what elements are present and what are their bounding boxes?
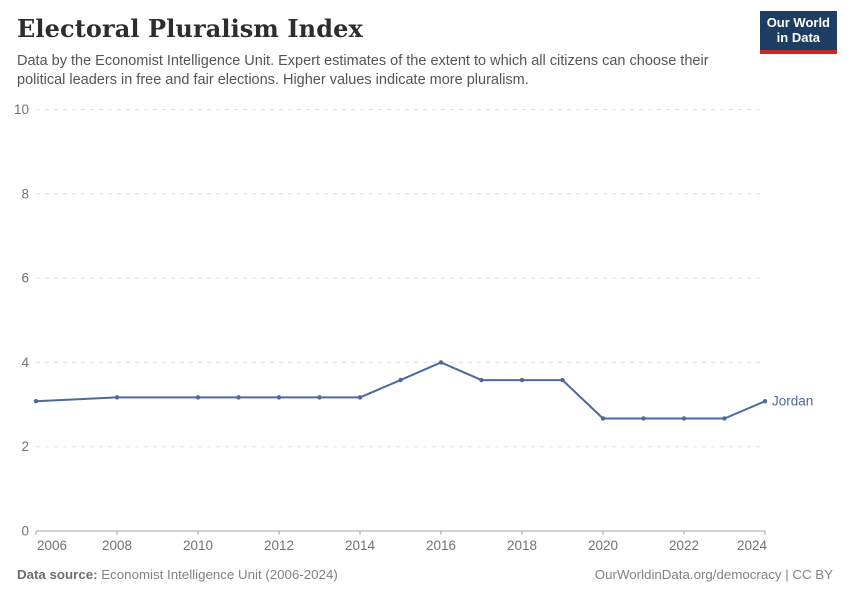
data-point[interactable] [317, 395, 322, 400]
y-axis-tick-label: 4 [21, 355, 29, 370]
data-point[interactable] [438, 360, 444, 365]
data-point[interactable] [600, 416, 606, 421]
owid-logo-line1: Our World [766, 15, 830, 30]
data-source-text: Data source: Economist Intelligence Unit… [17, 567, 338, 582]
x-axis-tick-label: 2022 [669, 538, 699, 553]
data-point[interactable] [236, 395, 241, 400]
data-point[interactable] [560, 377, 565, 383]
owid-logo[interactable]: Our World in Data [759, 11, 837, 54]
data-point[interactable] [33, 398, 39, 404]
data-point[interactable] [114, 395, 120, 400]
y-axis-tick-label: 8 [21, 186, 29, 201]
y-axis-tick-label: 0 [21, 524, 29, 539]
x-axis-tick-label: 2016 [426, 538, 456, 553]
x-axis-tick-label: 2012 [264, 538, 294, 553]
owid-logo-line2: in Data [776, 29, 821, 45]
x-axis-tick-label: 2008 [102, 538, 132, 553]
x-axis-tick-label: 2018 [507, 538, 537, 553]
data-point[interactable] [722, 416, 727, 421]
y-axis-tick-label: 10 [14, 102, 29, 117]
page-title: Electoral Pluralism Index [17, 14, 363, 43]
footer-link[interactable]: OurWorldinData.org/democracy | CC BY [594, 567, 833, 582]
chart-header: Electoral Pluralism Index Data by the Ec… [17, 14, 757, 89]
y-axis-tick-label: 6 [21, 271, 29, 286]
x-axis-tick-label: 2006 [37, 538, 67, 553]
x-axis-tick-label: 2020 [588, 538, 618, 553]
data-source-label: Data source: [17, 567, 98, 582]
data-point[interactable] [195, 395, 201, 400]
chart-footer: Data source: Economist Intelligence Unit… [17, 567, 833, 582]
data-point[interactable] [641, 416, 646, 421]
data-point[interactable] [681, 416, 687, 421]
x-axis-tick-label: 2010 [183, 538, 213, 553]
data-point[interactable] [398, 377, 403, 383]
chart-subtitle: Data by the Economist Intelligence Unit.… [17, 53, 709, 88]
data-source-value: Economist Intelligence Unit (2006-2024) [97, 567, 338, 582]
data-point[interactable] [276, 395, 282, 400]
series-line[interactable] [35, 361, 766, 420]
data-point[interactable] [762, 398, 768, 404]
data-point[interactable] [479, 377, 484, 383]
x-axis-tick-label: 2014 [345, 538, 376, 553]
data-point[interactable] [519, 377, 525, 383]
y-axis-tick-label: 2 [21, 439, 29, 454]
data-point[interactable] [357, 395, 363, 400]
series-label[interactable]: Jordan [772, 394, 813, 409]
x-axis-tick-label: 2024 [737, 538, 768, 553]
